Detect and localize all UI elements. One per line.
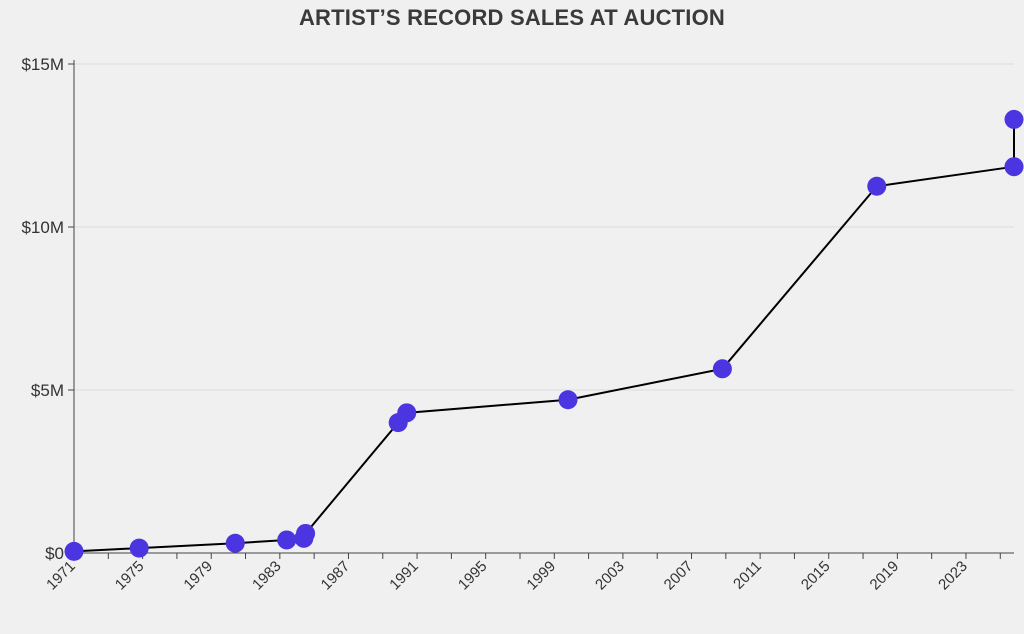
x-tick-label: 2003 bbox=[592, 558, 628, 594]
x-tick-label: 1979 bbox=[180, 558, 216, 594]
data-point bbox=[867, 176, 887, 196]
axes: $0 $5M $10M $15M 1971 1975 1979 1983 1987 1991 199… bbox=[21, 55, 1014, 593]
y-tick-label: $10M bbox=[21, 218, 64, 237]
x-tick-label: 2011 bbox=[730, 558, 765, 593]
x-tick-label: 2015 bbox=[798, 558, 834, 594]
y-tick-label: $5M bbox=[31, 381, 64, 400]
grid-lines bbox=[74, 63, 1014, 391]
data-point bbox=[712, 359, 732, 379]
x-tick-label: 1999 bbox=[523, 558, 559, 594]
data-point bbox=[277, 530, 297, 550]
data-point bbox=[1004, 109, 1024, 129]
x-tick-label: 2023 bbox=[935, 558, 971, 594]
data-point bbox=[558, 390, 578, 410]
data-point bbox=[129, 538, 149, 558]
chart-title: ARTIST’S RECORD SALES AT AUCTION bbox=[298, 5, 726, 30]
x-tick-label: 2007 bbox=[661, 558, 697, 594]
data-point bbox=[296, 523, 316, 543]
x-tick-label: 1987 bbox=[318, 558, 354, 594]
x-tick-label: 1975 bbox=[112, 558, 148, 594]
data-point bbox=[225, 533, 245, 553]
data-point bbox=[1004, 157, 1024, 177]
y-tick-label: $15M bbox=[21, 55, 64, 74]
x-tick-label: 1991 bbox=[386, 558, 422, 594]
x-tick-label: 2019 bbox=[867, 558, 903, 594]
data-points bbox=[64, 109, 1024, 561]
data-point bbox=[64, 541, 84, 561]
x-tick-label: 1995 bbox=[455, 558, 491, 594]
x-tick-label: 1971 bbox=[43, 558, 79, 594]
data-point bbox=[397, 403, 417, 423]
y-tick-label: $0 bbox=[45, 544, 64, 563]
x-tick-label: 1983 bbox=[249, 558, 285, 594]
